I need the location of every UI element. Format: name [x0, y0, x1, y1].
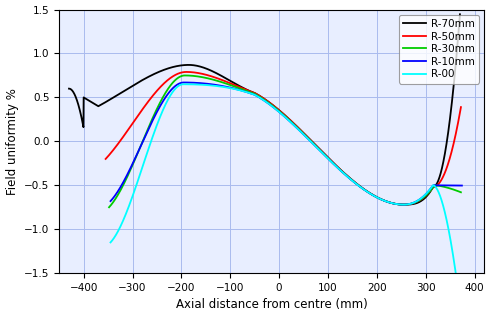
R-30mm	[182, 74, 188, 77]
R-70mm	[66, 87, 72, 91]
R-00	[271, 105, 276, 109]
R-50mm	[261, 97, 267, 100]
R-50mm	[130, 121, 136, 125]
R-70mm	[86, 99, 92, 102]
R-70mm	[246, 89, 252, 93]
R-10mm	[264, 101, 270, 105]
R-70mm	[256, 94, 262, 97]
R-50mm	[254, 92, 260, 96]
Y-axis label: Field uniformity %: Field uniformity %	[5, 88, 19, 195]
R-70mm	[446, 127, 452, 131]
R-50mm	[145, 100, 151, 104]
X-axis label: Axial distance from centre (mm): Axial distance from centre (mm)	[176, 298, 368, 311]
R-30mm	[148, 121, 154, 125]
Line: R-70mm: R-70mm	[69, 14, 460, 205]
R-30mm	[458, 191, 464, 194]
R-50mm	[103, 157, 109, 161]
Line: R-30mm: R-30mm	[109, 75, 461, 207]
R-00	[149, 137, 155, 140]
R-00	[264, 101, 270, 105]
R-30mm	[134, 154, 139, 158]
Line: R-00: R-00	[110, 84, 462, 317]
R-50mm	[183, 70, 189, 74]
R-50mm	[401, 203, 407, 207]
R-70mm	[374, 195, 380, 199]
R-30mm	[269, 104, 275, 107]
R-10mm	[401, 203, 407, 207]
R-00	[135, 179, 140, 183]
R-00	[257, 96, 263, 100]
R-10mm	[149, 120, 155, 124]
R-50mm	[458, 105, 464, 109]
R-10mm	[271, 105, 276, 109]
Line: R-50mm: R-50mm	[106, 72, 461, 205]
R-30mm	[256, 94, 262, 98]
R-10mm	[108, 199, 113, 203]
R-30mm	[263, 99, 269, 103]
R-70mm	[446, 126, 452, 130]
R-50mm	[305, 136, 311, 139]
R-10mm	[308, 139, 314, 143]
R-10mm	[135, 151, 140, 155]
Line: R-10mm: R-10mm	[110, 82, 462, 205]
R-70mm	[401, 203, 407, 207]
Legend: R-70mm, R-50mm, R-30mm, R-10mm, R-00: R-70mm, R-50mm, R-30mm, R-10mm, R-00	[399, 15, 479, 83]
R-10mm	[257, 96, 263, 100]
R-50mm	[268, 101, 273, 105]
R-10mm	[181, 81, 187, 84]
R-30mm	[306, 138, 312, 142]
R-00	[308, 139, 314, 143]
R-30mm	[106, 205, 112, 209]
R-00	[108, 241, 113, 244]
R-10mm	[459, 184, 465, 187]
R-00	[181, 82, 187, 86]
R-70mm	[457, 12, 463, 16]
